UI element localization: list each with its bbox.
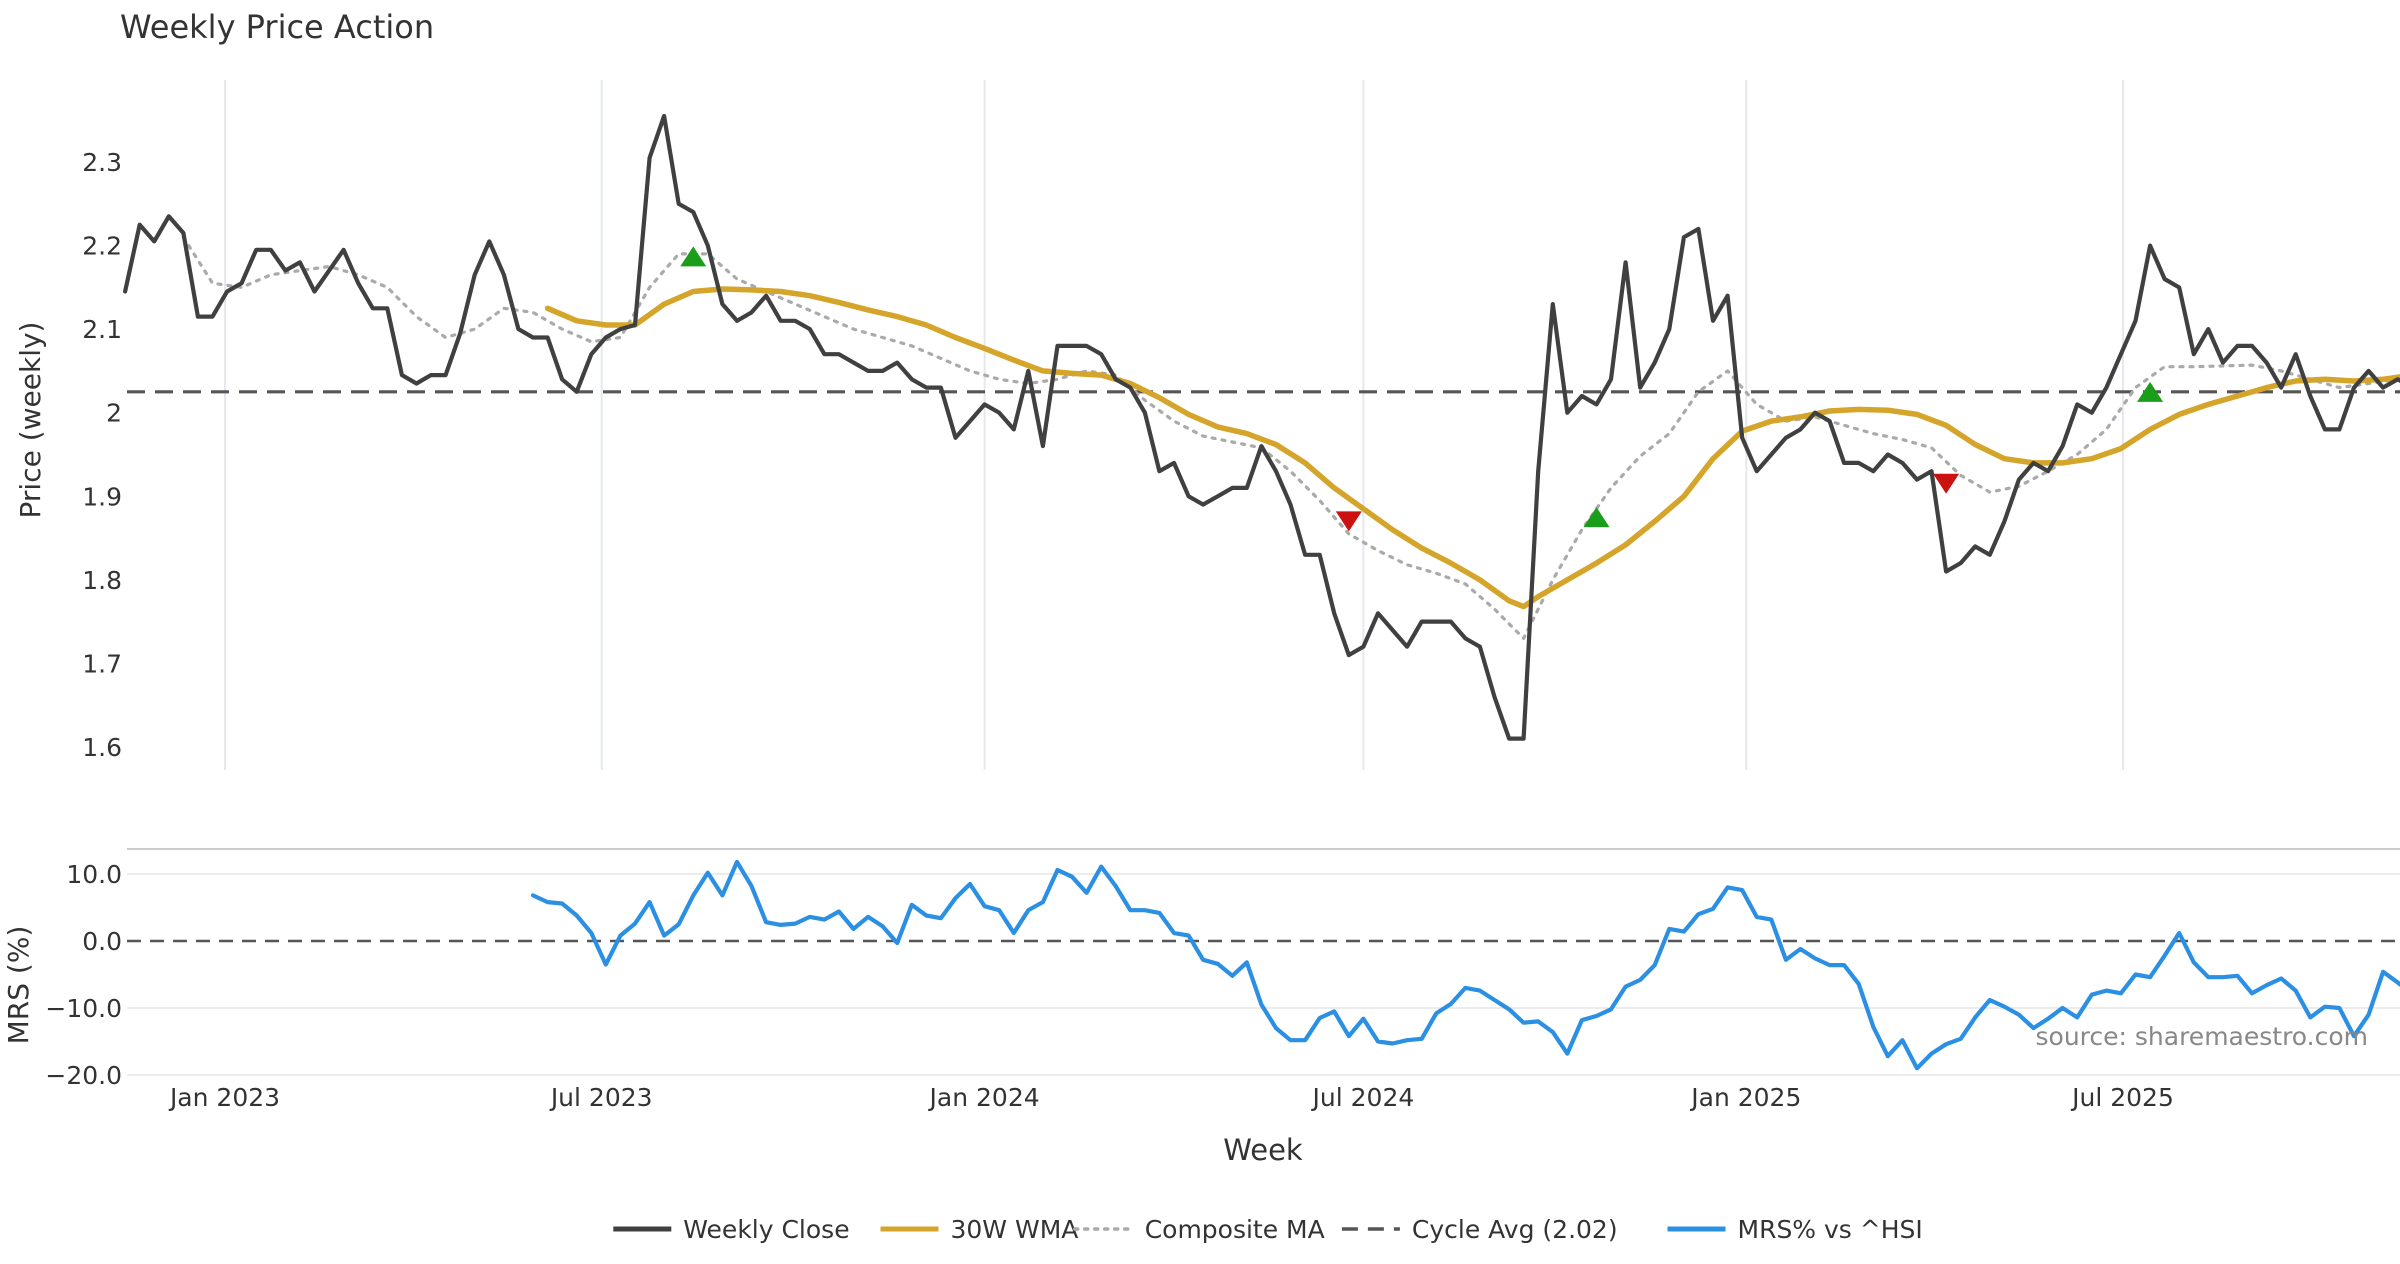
legend-item-30w-wma: 30W WMA xyxy=(880,1215,1079,1244)
x-tick-jan-2023: Jan 2023 xyxy=(168,1083,280,1112)
legend-label-weekly-close: Weekly Close xyxy=(683,1215,849,1244)
mrs-y-tick-20: −20.0 xyxy=(45,1061,122,1090)
chart-title: Weekly Price Action xyxy=(120,8,434,46)
legend-label-cycle-avg-2-02: Cycle Avg (2.02) xyxy=(1412,1215,1618,1244)
x-tick-jan-2024: Jan 2024 xyxy=(928,1083,1040,1112)
mrs-y-tick-10: −10.0 xyxy=(45,994,122,1023)
legend-label-30w-wma: 30W WMA xyxy=(951,1215,1079,1244)
price-series xyxy=(123,113,2400,741)
price-y-tick-1-7: 1.7 xyxy=(82,649,122,678)
mrs-panel: −20.0−10.00.010.0 Jan 2023 Jul 2023 Jan 20… xyxy=(2,848,2400,1167)
mrs-series xyxy=(530,859,2400,1071)
legend-label-mrs-vs-hsi: MRS% vs ^HSI xyxy=(1738,1215,1923,1244)
mrs-y-axis-label: MRS (%) xyxy=(2,926,35,1045)
mrs-y-tick-0: 0.0 xyxy=(82,927,122,956)
series-line-weekly-close xyxy=(123,113,2400,741)
buy-signal-marker-3 xyxy=(1583,507,1610,528)
price-y-axis-label: Price (weekly) xyxy=(14,322,47,519)
price-y-tick-1-9: 1.9 xyxy=(82,482,122,511)
sell-signal-marker-4 xyxy=(1933,473,1960,494)
signal-markers xyxy=(680,246,2164,532)
legend-item-composite-ma: Composite MA xyxy=(1072,1215,1325,1244)
series-line-mrs-vs-hsi xyxy=(530,859,2400,1071)
price-y-tick-1-6: 1.6 xyxy=(82,733,122,762)
x-tick-jul-2024: Jul 2024 xyxy=(1311,1083,1415,1112)
price-y-tick-2-1: 2.1 xyxy=(82,315,122,344)
legend-item-mrs-vs-hsi: MRS% vs ^HSI xyxy=(1667,1215,1923,1244)
chart-legend: Weekly Close 30W WMA Composite MA Cycle Avg… xyxy=(613,1215,1923,1244)
legend-item-weekly-close: Weekly Close xyxy=(613,1215,850,1244)
legend-item-cycle-avg-2-02: Cycle Avg (2.02) xyxy=(1341,1215,1618,1244)
price-y-tick-2-3: 2.3 xyxy=(82,148,122,177)
buy-signal-marker-1 xyxy=(680,246,707,267)
x-axis-label: Week xyxy=(1223,1133,1303,1167)
buy-signal-marker-5 xyxy=(2137,381,2164,402)
price-gridlines xyxy=(224,80,2124,770)
sell-signal-marker-2 xyxy=(1335,511,1362,532)
mrs-y-tick-labels: −20.0 −10.0 0.0 10.0 xyxy=(45,860,122,1090)
source-annotation: source: sharemaestro.com xyxy=(2036,1022,2369,1051)
price-y-tick-labels: 1.6 1.7 1.8 1.9 2 2.1 2.2 2.3 xyxy=(82,148,122,762)
price-y-tick-2-2: 2.2 xyxy=(82,232,122,261)
price-y-tick-2: 2 xyxy=(106,399,122,428)
price-panel: 1.6 1.7 1.8 1.9 2 2.1 2.2 2.3 Price (weekly) xyxy=(14,80,2400,770)
series-line-composite-ma xyxy=(181,235,2400,640)
price-y-tick-1-8: 1.8 xyxy=(82,566,122,595)
x-tick-jul-2025: Jul 2025 xyxy=(2070,1083,2174,1112)
legend-label-composite-ma: Composite MA xyxy=(1145,1215,1325,1244)
series-line-30w-wma xyxy=(544,286,2400,610)
x-tick-labels: Jan 2023 Jul 2023 Jan 2024 Jul 2024 Jan 2025… xyxy=(168,1083,2174,1112)
mrs-y-tick-10: 10.0 xyxy=(66,860,122,889)
x-tick-jan-2025: Jan 2025 xyxy=(1689,1083,1801,1112)
x-tick-jul-2023: Jul 2023 xyxy=(549,1083,653,1112)
